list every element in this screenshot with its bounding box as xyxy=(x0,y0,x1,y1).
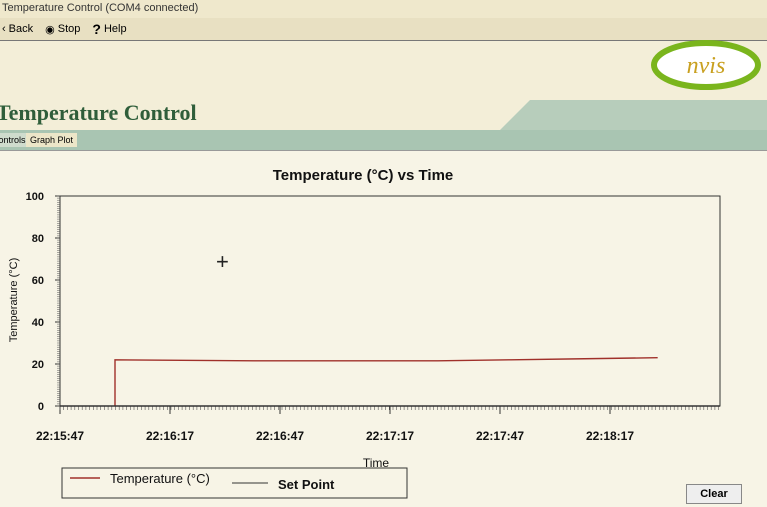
nvis-logo: nvis xyxy=(651,40,761,90)
y-tick-label: 0 xyxy=(38,401,44,413)
toolbar: ‹ Back ◉ Stop ? Help xyxy=(0,18,767,41)
crosshair-cursor-icon: + xyxy=(216,249,229,274)
y-tick-label: 80 xyxy=(32,233,44,245)
x-tick-label: 22:18:17 xyxy=(586,429,634,443)
legend-label-set-point: Set Point xyxy=(278,477,335,492)
x-tick-label: 22:17:47 xyxy=(476,429,524,443)
back-button[interactable]: ‹ Back xyxy=(2,23,33,35)
help-button[interactable]: ? Help xyxy=(92,21,126,37)
clear-button[interactable]: Clear xyxy=(686,484,742,504)
y-tick-label: 20 xyxy=(32,359,44,371)
header-decoration xyxy=(500,100,767,130)
x-axis-label: Time xyxy=(363,456,390,470)
legend-label-temperature: Temperature (°C) xyxy=(110,471,210,486)
stop-button[interactable]: ◉ Stop xyxy=(45,23,80,36)
legend xyxy=(61,467,408,499)
y-tick-label: 60 xyxy=(32,275,44,287)
chart-title: Temperature (°C) vs Time xyxy=(273,167,454,184)
help-label: Help xyxy=(103,23,127,35)
x-tick-label: 22:16:17 xyxy=(146,429,194,443)
stop-label: Stop xyxy=(57,23,81,35)
tab-controls[interactable]: Controls xyxy=(0,133,30,147)
tab-graph-plot[interactable]: Graph Plot xyxy=(26,133,78,147)
stop-icon: ◉ xyxy=(45,23,55,36)
y-tick-label: 40 xyxy=(32,317,44,329)
x-tick-label: 22:16:47 xyxy=(256,429,304,443)
x-tick-label: 22:17:17 xyxy=(366,429,414,443)
page-title: Temperature Control xyxy=(0,100,197,125)
plot-area xyxy=(59,195,721,407)
question-icon: ? xyxy=(92,21,101,37)
svg-text:nvis: nvis xyxy=(687,53,726,79)
y-axis-label: Temperature (°C) xyxy=(8,258,20,342)
y-tick-label: 100 xyxy=(26,191,44,203)
back-label: Back xyxy=(8,23,34,35)
window-title: Temperature Control (COM4 connected) xyxy=(0,0,767,18)
graph-panel xyxy=(0,150,767,507)
x-tick-label: 22:15:47 xyxy=(36,429,84,443)
series-line-temperature xyxy=(114,357,658,406)
tab-bar xyxy=(0,130,767,150)
back-arrow-icon: ‹ xyxy=(2,23,6,35)
temperature-chart: Temperature (°C) vs Time 0 20 40 60 80 100 22:… xyxy=(8,167,721,499)
